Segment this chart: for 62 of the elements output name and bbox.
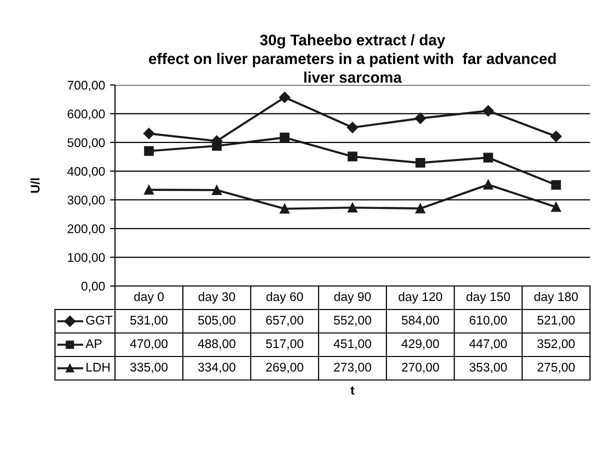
x-tick-label: day 180 [534,292,578,304]
point [144,146,154,156]
point [144,184,154,195]
point [346,122,358,134]
data-label: 451,00 [334,339,372,350]
data-label: 470,00 [130,339,168,350]
legend-label: GGT [86,316,112,325]
data-label: 657,00 [266,316,304,326]
data-label: 505,00 [198,316,236,326]
data-label: 352,00 [537,339,575,350]
x-tick-label: day 150 [466,292,510,304]
y-tick-label: 100,00 [68,253,105,264]
point [280,132,290,142]
data-label: 610,00 [470,316,507,326]
legend-label: AP [86,339,102,348]
data-label: 447,00 [469,339,507,350]
point [482,105,494,116]
x-tick-label: day 90 [334,292,371,304]
data-label: 552,00 [334,316,372,326]
x-tick-label: day 60 [266,292,303,304]
point [483,180,494,190]
x-tick-label: day 0 [134,292,164,304]
point [212,185,222,195]
y-tick-label: 0,00 [81,282,105,292]
point [348,202,358,212]
y-tick-label: 300,00 [68,196,105,206]
point [551,180,561,190]
data-label: 584,00 [402,316,439,326]
data-label: 275,00 [538,362,575,374]
y-tick-label: 400,00 [67,166,105,178]
data-label: 521,00 [537,316,575,326]
data-label: 273,00 [334,362,372,374]
data-label: 334,00 [198,362,236,374]
point [279,92,290,103]
y-tick-label: 200,00 [68,224,105,235]
text: t [350,386,354,395]
x-tick-label: day 120 [398,292,442,304]
y-tick-label: 500,00 [68,138,105,149]
point [415,158,426,168]
legend-label: LDH [86,362,110,372]
data-label: 335,00 [130,362,168,374]
y-tick-label: 600,00 [68,110,105,120]
point [483,152,494,163]
x-tick-label: day 30 [198,292,236,304]
chart-title: 30g Taheebo extract / day effect on liver parameters in a patient with far advanced liver sarcoma [148,34,556,83]
data-label: 517,00 [266,339,304,350]
data-label: 353,00 [470,362,507,374]
point [348,152,358,162]
point [550,130,562,142]
point [415,204,426,214]
data-label: 270,00 [402,362,439,374]
point [212,141,222,151]
point [414,112,426,124]
point [143,128,155,140]
data-label: 488,00 [198,339,236,350]
point [280,204,290,214]
data-label: 531,00 [130,316,168,326]
y-axis-title: U/l [30,178,40,193]
point [551,202,561,212]
data-label: 269,00 [266,362,304,374]
y-tick-label: 700,00 [68,80,105,92]
data-label: 429,00 [402,339,439,350]
